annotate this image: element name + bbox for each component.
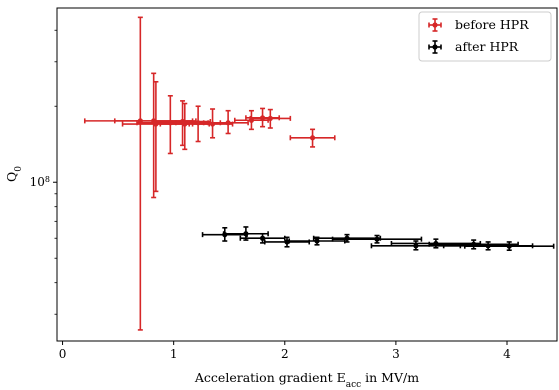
x-tick-label: 2 [281, 347, 289, 361]
x-axis-label: Acceleration gradient Eacc in MV/m [194, 370, 419, 390]
chart-marks [83, 16, 555, 331]
data-point [267, 115, 273, 122]
x-tick-label: 4 [503, 347, 511, 361]
data-point [284, 239, 290, 245]
data-point [344, 235, 350, 241]
x-tick-label: 1 [170, 347, 178, 361]
x-tick-label: 3 [392, 347, 400, 361]
y-axis-label: Q0 [4, 166, 24, 182]
data-point [314, 238, 320, 244]
plot-frame [56, 7, 558, 342]
data-point [225, 120, 231, 126]
legend-label-before-hpr: before HPR [455, 17, 529, 32]
legend-markers [428, 18, 442, 54]
axes: 0 1 2 3 4 108 [30, 29, 511, 361]
x-tick-label: 0 [59, 347, 67, 361]
data-point [259, 235, 266, 241]
legend-box [418, 11, 552, 62]
data-point [309, 135, 316, 141]
legend-label-after-hpr: after HPR [455, 39, 519, 54]
data-point [506, 243, 512, 249]
series-1 [201, 226, 555, 251]
y-tick-label: 108 [30, 175, 50, 190]
series-0 [83, 16, 336, 331]
legend-marker-point-0 [432, 22, 438, 28]
legend: before HPR after HPR [418, 11, 552, 62]
legend-marker-point-1 [432, 44, 438, 50]
data-point [413, 243, 419, 249]
data-point [243, 231, 249, 237]
data-point [374, 236, 380, 242]
